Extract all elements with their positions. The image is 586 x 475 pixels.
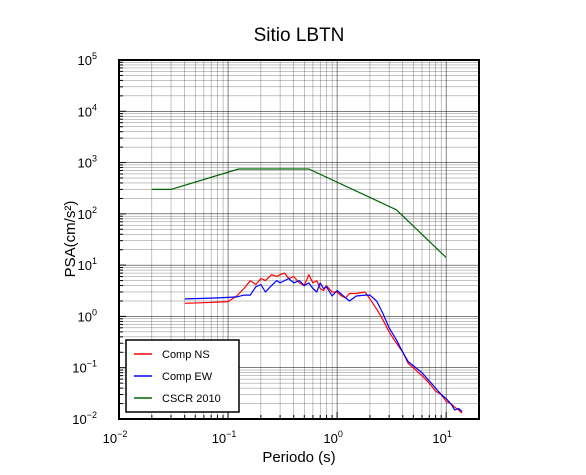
y-tick-label: 105 [78, 51, 97, 68]
x-tick-label-exponent: −2 [117, 429, 127, 439]
x-axis-label: Periodo (s) [262, 449, 335, 466]
y-tick-label-exponent: −1 [87, 359, 97, 369]
y-tick-label-exponent: 0 [92, 307, 97, 317]
legend-label-cscr-2010: CSCR 2010 [162, 393, 221, 405]
legend-label-comp-ns: Comp NS [162, 349, 210, 361]
y-tick-label-base: 10 [78, 207, 92, 222]
y-tick-label-base: 10 [78, 104, 92, 119]
y-tick-label: 103 [78, 154, 97, 171]
y-tick-label-base: 10 [72, 412, 86, 427]
plot-series [151, 168, 463, 414]
y-tick-label-exponent: 2 [92, 205, 97, 215]
y-tick-label: 10−1 [72, 359, 97, 376]
y-tick-label: 104 [78, 102, 97, 119]
y-tick-label-base: 10 [72, 361, 86, 376]
series-line-cscr-2010 [151, 168, 447, 259]
x-tick-label: 100 [323, 429, 342, 446]
legend: Comp NS Comp EW CSCR 2010 [125, 339, 240, 413]
x-tick-label-base: 10 [323, 431, 337, 446]
x-tick-label-base: 10 [103, 431, 117, 446]
x-tick-label-exponent: 1 [447, 429, 452, 439]
y-tick-label-base: 10 [78, 53, 92, 68]
y-tick-label: 10−2 [72, 410, 97, 427]
y-tick-label-base: 10 [78, 309, 92, 324]
series-line-comp-ns [184, 272, 463, 414]
y-axis-label: PSA(cm/s²) [62, 201, 79, 278]
y-tick-label: 101 [78, 256, 97, 273]
y-tick-label: 102 [78, 205, 97, 222]
x-tick-label: 101 [432, 429, 451, 446]
y-tick-label-exponent: −2 [87, 410, 97, 420]
series-line-comp-ew [184, 277, 463, 412]
x-tick-label-exponent: −1 [226, 429, 236, 439]
x-tick-label: 10−1 [212, 429, 237, 446]
legend-label-comp-ew: Comp EW [162, 371, 213, 383]
y-tick-label-base: 10 [78, 156, 92, 171]
chart-title: Sitio LBTN [254, 25, 345, 46]
y-tick-label-exponent: 5 [92, 51, 97, 61]
y-tick-label-exponent: 1 [92, 256, 97, 266]
y-tick-label: 100 [78, 307, 97, 324]
y-tick-label-exponent: 4 [92, 102, 97, 112]
x-tick-label-base: 10 [432, 431, 446, 446]
x-tick-label-base: 10 [212, 431, 226, 446]
y-tick-label-base: 10 [78, 258, 92, 273]
plot-frame [118, 59, 480, 420]
x-tick-label: 10−2 [103, 429, 128, 446]
y-tick-label-exponent: 3 [92, 154, 97, 164]
x-tick-label-exponent: 0 [338, 429, 343, 439]
